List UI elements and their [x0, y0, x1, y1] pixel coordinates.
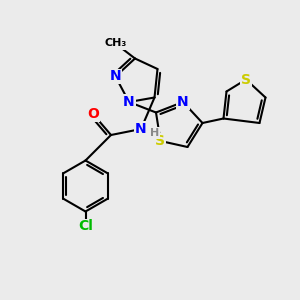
Text: CH₃: CH₃: [104, 38, 127, 49]
Text: O: O: [87, 107, 99, 121]
Text: Cl: Cl: [78, 220, 93, 233]
Text: S: S: [155, 134, 166, 148]
Text: N: N: [177, 95, 189, 109]
Text: H: H: [150, 128, 159, 138]
Text: S: S: [241, 73, 251, 86]
Text: N: N: [135, 122, 147, 136]
Text: N: N: [123, 95, 135, 109]
Text: N: N: [110, 70, 121, 83]
